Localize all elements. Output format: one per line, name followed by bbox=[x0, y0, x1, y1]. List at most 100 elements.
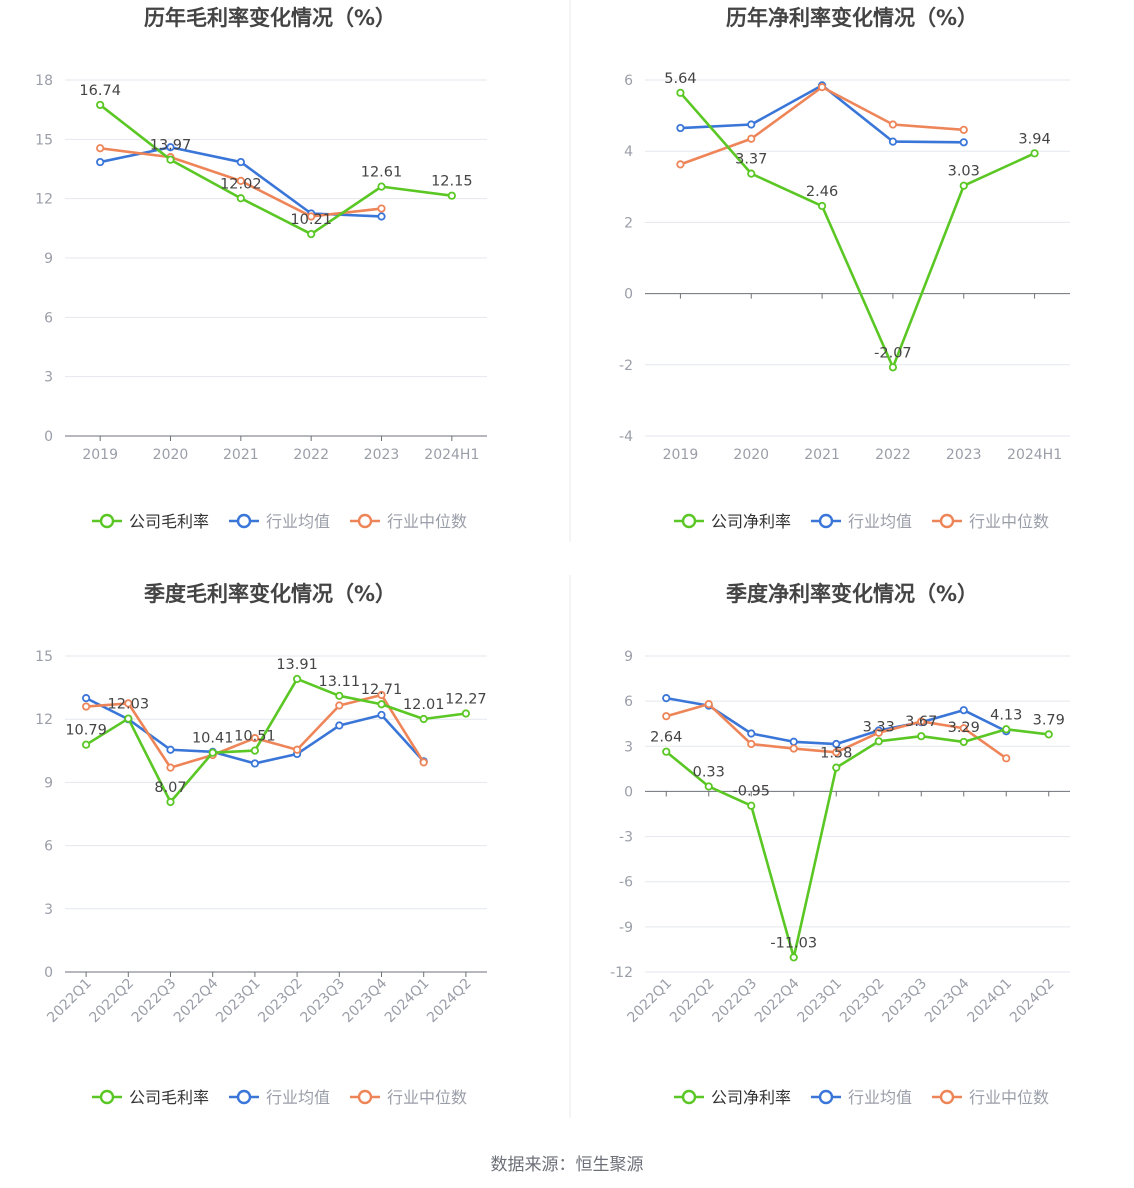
data-point bbox=[307, 229, 316, 239]
data-label: 13.97 bbox=[150, 138, 192, 154]
x-tick-label: 2024Q2 bbox=[1007, 976, 1058, 1027]
chart-panel-2: 历年净利率变化情况（%） -4 -2 0 2 4 6 2019 2020 2021 2022 2023… bbox=[619, 6, 1070, 531]
data-point bbox=[335, 721, 344, 730]
data-point bbox=[82, 702, 91, 711]
legend-swatch-marker bbox=[818, 1089, 834, 1105]
data-label: 3.29 bbox=[948, 720, 980, 736]
data-label: 0.33 bbox=[693, 764, 725, 780]
data-label: 12.03 bbox=[108, 697, 150, 713]
data-point bbox=[447, 191, 456, 200]
y-tick-label: 0 bbox=[44, 965, 53, 981]
legend-label: 公司净利率 bbox=[711, 1088, 791, 1107]
legend-swatch-marker bbox=[818, 513, 834, 529]
legend-swatch-marker bbox=[99, 513, 115, 529]
data-label: 3.37 bbox=[735, 152, 767, 168]
y-tick-label: 6 bbox=[44, 839, 53, 855]
x-tick-label: 2023Q2 bbox=[255, 976, 306, 1027]
data-point bbox=[377, 700, 386, 709]
data-point bbox=[1044, 730, 1053, 739]
x-tick-label: 2022Q1 bbox=[624, 976, 675, 1027]
data-label: 10.79 bbox=[65, 723, 107, 739]
legend-item: 公司毛利率 bbox=[92, 512, 209, 531]
legend-swatch-marker bbox=[236, 1089, 252, 1105]
legend-item: 行业中位数 bbox=[932, 1088, 1049, 1107]
data-point bbox=[1002, 725, 1011, 734]
legend-label: 公司毛利率 bbox=[129, 1088, 209, 1107]
data-point bbox=[377, 710, 386, 720]
data-point bbox=[789, 953, 798, 962]
data-point bbox=[82, 740, 91, 749]
y-tick-label: -12 bbox=[610, 965, 633, 981]
legend-item: 公司净利率 bbox=[674, 512, 791, 531]
legend-item: 行业均值 bbox=[229, 1088, 330, 1107]
data-point bbox=[917, 717, 926, 726]
data-point bbox=[888, 363, 898, 372]
data-point bbox=[292, 674, 302, 684]
data-point bbox=[959, 724, 968, 733]
y-tick-label: 0 bbox=[44, 429, 53, 445]
y-tick-label: -2 bbox=[619, 358, 633, 374]
data-label: 12.71 bbox=[361, 682, 403, 698]
y-tick-label: -6 bbox=[619, 875, 633, 891]
data-point bbox=[789, 737, 798, 746]
data-label: 4.13 bbox=[990, 707, 1022, 723]
y-tick-label: 15 bbox=[35, 132, 53, 148]
legend-label: 公司净利率 bbox=[711, 512, 791, 531]
legend-label: 行业均值 bbox=[266, 1088, 330, 1107]
y-tick-label: 2 bbox=[624, 215, 633, 231]
data-point bbox=[959, 706, 968, 715]
legend-item: 行业均值 bbox=[811, 512, 912, 531]
data-point bbox=[236, 194, 245, 203]
x-tick-label: 2022 bbox=[875, 447, 911, 463]
x-tick-label: 2022Q1 bbox=[44, 976, 95, 1027]
data-label: 2.46 bbox=[806, 184, 838, 200]
x-tick-label: 2022Q4 bbox=[752, 975, 803, 1026]
data-point bbox=[817, 83, 827, 92]
x-tick-label: 2023Q4 bbox=[922, 975, 973, 1026]
x-tick-label: 2023 bbox=[364, 447, 400, 463]
legend-item: 公司净利率 bbox=[674, 1088, 791, 1107]
legend-label: 行业中位数 bbox=[969, 1088, 1049, 1107]
y-tick-label: 3 bbox=[624, 739, 633, 755]
data-label: 3.79 bbox=[1033, 712, 1065, 728]
data-point bbox=[662, 694, 671, 703]
data-label: -2.07 bbox=[874, 345, 912, 361]
x-tick-label: 2022Q3 bbox=[709, 976, 760, 1027]
data-label: 10.21 bbox=[290, 212, 332, 228]
legend-swatch-marker bbox=[681, 513, 697, 529]
chart-title: 历年毛利率变化情况（%） bbox=[144, 6, 396, 30]
y-tick-label: -9 bbox=[619, 920, 633, 936]
data-point bbox=[959, 181, 968, 190]
x-tick-label: 2023Q4 bbox=[340, 975, 391, 1026]
data-point bbox=[747, 739, 756, 749]
y-tick-label: 18 bbox=[35, 73, 53, 89]
chart-title: 季度净利率变化情况（%） bbox=[726, 582, 978, 606]
data-point bbox=[377, 690, 386, 700]
data-point bbox=[250, 746, 259, 755]
data-point bbox=[166, 745, 175, 754]
x-tick-label: 2023 bbox=[946, 447, 982, 463]
y-tick-label: 12 bbox=[35, 712, 53, 728]
data-label: 16.74 bbox=[79, 83, 121, 99]
y-tick-label: 9 bbox=[44, 251, 53, 267]
x-tick-label: 2021 bbox=[223, 447, 259, 463]
data-point bbox=[419, 714, 428, 724]
legend-item: 行业中位数 bbox=[350, 1088, 467, 1107]
data-point bbox=[959, 138, 968, 147]
x-tick-label: 2019 bbox=[82, 447, 118, 463]
data-point bbox=[335, 701, 344, 710]
data-point bbox=[676, 123, 685, 133]
data-point bbox=[124, 699, 133, 708]
y-tick-label: 4 bbox=[624, 144, 633, 160]
data-point bbox=[1002, 754, 1011, 763]
y-tick-label: 3 bbox=[44, 902, 53, 918]
data-point bbox=[817, 201, 827, 211]
y-tick-label: 0 bbox=[624, 287, 633, 303]
data-point bbox=[166, 143, 175, 152]
legend-label: 行业均值 bbox=[848, 1088, 912, 1107]
data-label: 12.02 bbox=[220, 176, 262, 192]
x-tick-label: 2024Q2 bbox=[424, 976, 475, 1027]
data-point bbox=[82, 694, 91, 703]
data-point bbox=[874, 737, 883, 746]
